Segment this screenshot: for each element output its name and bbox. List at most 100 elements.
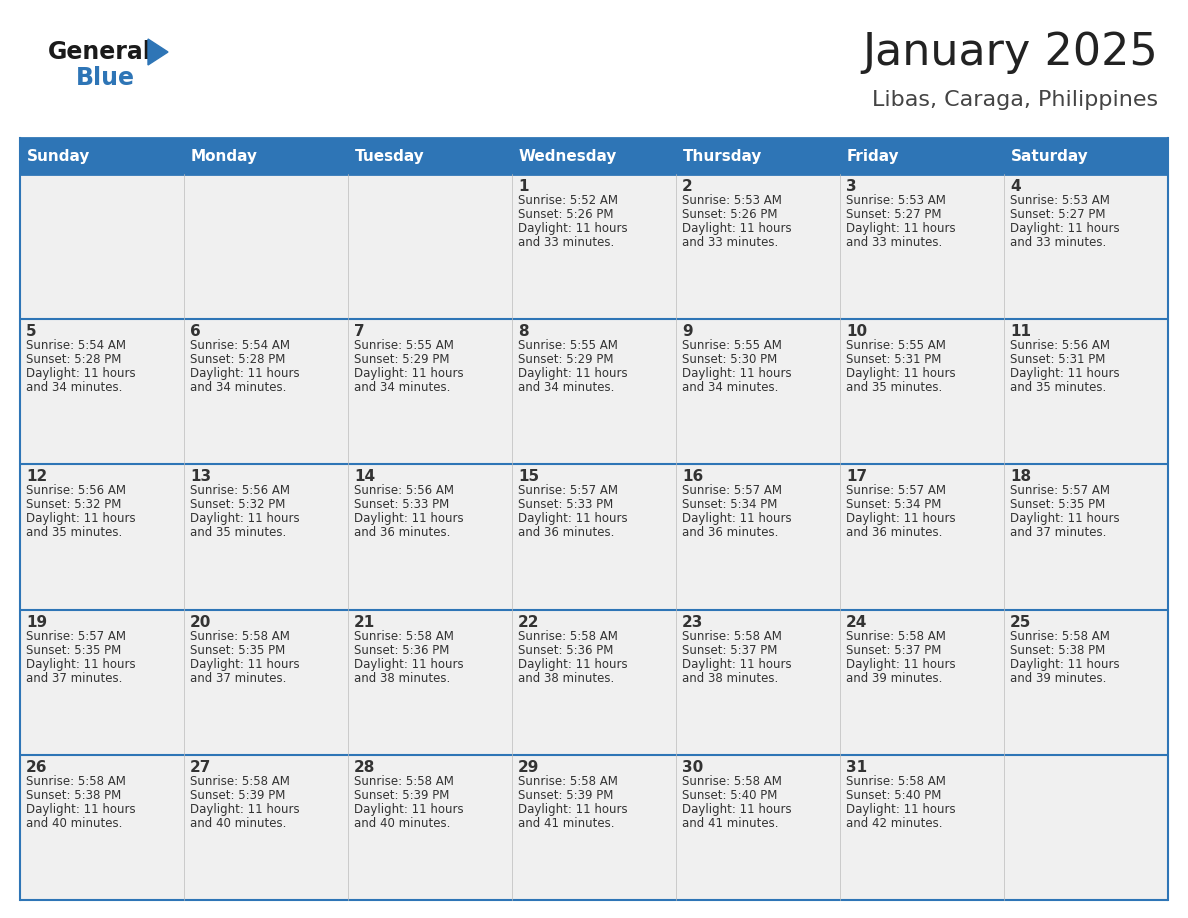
- Text: Daylight: 11 hours: Daylight: 11 hours: [190, 803, 299, 816]
- Bar: [1004, 755, 1168, 900]
- Text: Daylight: 11 hours: Daylight: 11 hours: [682, 367, 791, 380]
- Bar: [184, 755, 348, 900]
- Text: and 37 minutes.: and 37 minutes.: [190, 672, 286, 685]
- Text: Sunrise: 5:55 AM: Sunrise: 5:55 AM: [354, 339, 454, 353]
- Bar: [512, 465, 676, 610]
- Text: 19: 19: [26, 614, 48, 630]
- Bar: [840, 610, 1004, 755]
- Text: and 34 minutes.: and 34 minutes.: [682, 381, 778, 394]
- Text: Sunset: 5:35 PM: Sunset: 5:35 PM: [190, 644, 285, 656]
- Bar: [676, 174, 840, 319]
- Bar: [1004, 465, 1168, 610]
- Text: Daylight: 11 hours: Daylight: 11 hours: [682, 222, 791, 235]
- Polygon shape: [148, 39, 168, 65]
- Text: Sunset: 5:36 PM: Sunset: 5:36 PM: [354, 644, 449, 656]
- Text: 29: 29: [518, 760, 539, 775]
- Text: Daylight: 11 hours: Daylight: 11 hours: [26, 657, 135, 671]
- Text: Sunrise: 5:53 AM: Sunrise: 5:53 AM: [682, 194, 782, 207]
- Text: Daylight: 11 hours: Daylight: 11 hours: [190, 367, 299, 380]
- Text: Sunrise: 5:58 AM: Sunrise: 5:58 AM: [682, 630, 782, 643]
- Text: Sunrise: 5:58 AM: Sunrise: 5:58 AM: [518, 775, 618, 788]
- Text: and 34 minutes.: and 34 minutes.: [354, 381, 450, 394]
- Text: Daylight: 11 hours: Daylight: 11 hours: [354, 657, 463, 671]
- Text: Daylight: 11 hours: Daylight: 11 hours: [846, 657, 955, 671]
- Text: Sunset: 5:32 PM: Sunset: 5:32 PM: [26, 498, 121, 511]
- Text: Daylight: 11 hours: Daylight: 11 hours: [1010, 512, 1119, 525]
- Bar: [676, 610, 840, 755]
- Text: and 36 minutes.: and 36 minutes.: [846, 526, 942, 540]
- Text: Sunset: 5:39 PM: Sunset: 5:39 PM: [518, 789, 613, 801]
- Text: 3: 3: [846, 179, 857, 194]
- Bar: [184, 610, 348, 755]
- Text: 2: 2: [682, 179, 693, 194]
- Text: and 35 minutes.: and 35 minutes.: [190, 526, 286, 540]
- Text: Friday: Friday: [847, 149, 899, 163]
- Bar: [840, 319, 1004, 465]
- Text: 17: 17: [846, 469, 867, 485]
- Text: Sunset: 5:38 PM: Sunset: 5:38 PM: [26, 789, 121, 801]
- Text: Sunrise: 5:56 AM: Sunrise: 5:56 AM: [354, 485, 454, 498]
- Text: Sunset: 5:28 PM: Sunset: 5:28 PM: [26, 353, 121, 366]
- Text: and 33 minutes.: and 33 minutes.: [682, 236, 778, 249]
- Text: 20: 20: [190, 614, 211, 630]
- Text: and 37 minutes.: and 37 minutes.: [26, 672, 122, 685]
- Text: and 33 minutes.: and 33 minutes.: [846, 236, 942, 249]
- Bar: [184, 319, 348, 465]
- Text: Daylight: 11 hours: Daylight: 11 hours: [682, 803, 791, 816]
- Bar: [512, 755, 676, 900]
- Text: Daylight: 11 hours: Daylight: 11 hours: [518, 367, 627, 380]
- Text: and 33 minutes.: and 33 minutes.: [1010, 236, 1106, 249]
- Text: Sunset: 5:29 PM: Sunset: 5:29 PM: [354, 353, 449, 366]
- Text: 8: 8: [518, 324, 529, 339]
- Bar: [512, 610, 676, 755]
- Text: and 39 minutes.: and 39 minutes.: [846, 672, 942, 685]
- Text: General: General: [48, 40, 152, 64]
- Text: Sunrise: 5:58 AM: Sunrise: 5:58 AM: [354, 775, 454, 788]
- Text: Sunrise: 5:57 AM: Sunrise: 5:57 AM: [26, 630, 126, 643]
- Text: Daylight: 11 hours: Daylight: 11 hours: [26, 803, 135, 816]
- Text: and 40 minutes.: and 40 minutes.: [354, 817, 450, 830]
- Text: Daylight: 11 hours: Daylight: 11 hours: [518, 803, 627, 816]
- Text: Daylight: 11 hours: Daylight: 11 hours: [518, 222, 627, 235]
- Text: 23: 23: [682, 614, 703, 630]
- Text: 30: 30: [682, 760, 703, 775]
- Text: 7: 7: [354, 324, 365, 339]
- Text: Sunrise: 5:57 AM: Sunrise: 5:57 AM: [682, 485, 782, 498]
- Bar: [20, 755, 184, 900]
- Text: Sunrise: 5:57 AM: Sunrise: 5:57 AM: [846, 485, 946, 498]
- Text: 4: 4: [1010, 179, 1020, 194]
- Text: Blue: Blue: [76, 66, 135, 90]
- Text: Sunrise: 5:58 AM: Sunrise: 5:58 AM: [190, 630, 290, 643]
- Text: Daylight: 11 hours: Daylight: 11 hours: [1010, 222, 1119, 235]
- Bar: [840, 755, 1004, 900]
- Text: and 37 minutes.: and 37 minutes.: [1010, 526, 1106, 540]
- Text: Sunset: 5:26 PM: Sunset: 5:26 PM: [682, 208, 777, 221]
- Text: Saturday: Saturday: [1011, 149, 1088, 163]
- Text: Sunrise: 5:54 AM: Sunrise: 5:54 AM: [190, 339, 290, 353]
- Text: Wednesday: Wednesday: [519, 149, 618, 163]
- Text: 24: 24: [846, 614, 867, 630]
- Text: Sunset: 5:27 PM: Sunset: 5:27 PM: [846, 208, 942, 221]
- Text: Thursday: Thursday: [683, 149, 763, 163]
- Bar: [512, 319, 676, 465]
- Bar: [20, 174, 184, 319]
- Text: Daylight: 11 hours: Daylight: 11 hours: [846, 512, 955, 525]
- Text: Daylight: 11 hours: Daylight: 11 hours: [846, 803, 955, 816]
- Bar: [1004, 610, 1168, 755]
- Text: 1: 1: [518, 179, 529, 194]
- Text: 10: 10: [846, 324, 867, 339]
- Text: Sunset: 5:33 PM: Sunset: 5:33 PM: [354, 498, 449, 511]
- Bar: [676, 319, 840, 465]
- Bar: [676, 138, 840, 174]
- Text: Sunrise: 5:55 AM: Sunrise: 5:55 AM: [846, 339, 946, 353]
- Text: 27: 27: [190, 760, 211, 775]
- Text: Daylight: 11 hours: Daylight: 11 hours: [846, 222, 955, 235]
- Bar: [20, 465, 184, 610]
- Text: Sunset: 5:37 PM: Sunset: 5:37 PM: [846, 644, 941, 656]
- Text: 26: 26: [26, 760, 48, 775]
- Text: Sunday: Sunday: [27, 149, 90, 163]
- Text: Sunset: 5:40 PM: Sunset: 5:40 PM: [682, 789, 777, 801]
- Text: Sunset: 5:35 PM: Sunset: 5:35 PM: [1010, 498, 1105, 511]
- Bar: [840, 465, 1004, 610]
- Text: 15: 15: [518, 469, 539, 485]
